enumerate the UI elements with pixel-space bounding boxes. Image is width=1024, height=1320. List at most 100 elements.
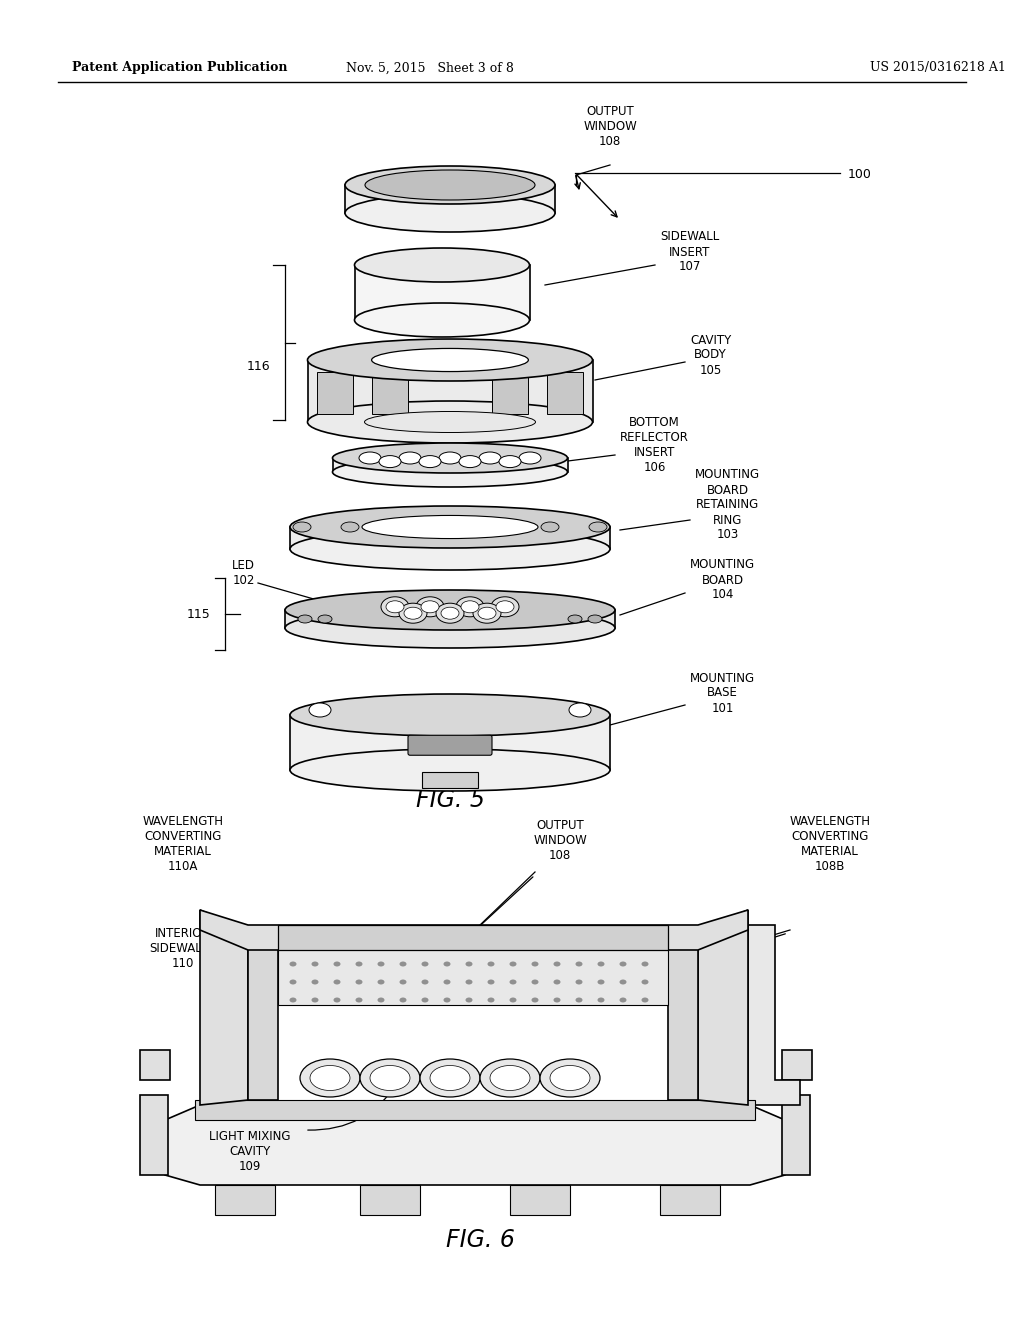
- Polygon shape: [492, 372, 528, 414]
- Polygon shape: [195, 1100, 755, 1119]
- Text: INTERIOR
SIDEWALLS
110: INTERIOR SIDEWALLS 110: [150, 927, 216, 970]
- Polygon shape: [278, 925, 668, 950]
- Ellipse shape: [345, 194, 555, 232]
- Ellipse shape: [620, 944, 627, 949]
- Ellipse shape: [379, 455, 401, 467]
- Ellipse shape: [441, 607, 459, 619]
- Ellipse shape: [370, 1065, 410, 1090]
- Ellipse shape: [290, 748, 610, 791]
- Ellipse shape: [473, 603, 501, 623]
- Ellipse shape: [334, 998, 341, 1002]
- Ellipse shape: [422, 944, 428, 949]
- Ellipse shape: [461, 601, 479, 612]
- Text: 100: 100: [848, 169, 871, 181]
- Polygon shape: [215, 1185, 275, 1214]
- Ellipse shape: [459, 455, 481, 467]
- Polygon shape: [285, 610, 615, 628]
- Ellipse shape: [510, 961, 516, 966]
- Ellipse shape: [480, 1059, 540, 1097]
- Polygon shape: [360, 1185, 420, 1214]
- Polygon shape: [200, 909, 748, 950]
- Polygon shape: [317, 372, 353, 414]
- Ellipse shape: [575, 998, 583, 1002]
- Ellipse shape: [496, 601, 514, 612]
- Polygon shape: [165, 1105, 785, 1185]
- Ellipse shape: [378, 998, 384, 1002]
- Polygon shape: [782, 1049, 812, 1080]
- Polygon shape: [748, 925, 800, 1105]
- Polygon shape: [290, 715, 610, 770]
- Ellipse shape: [311, 998, 318, 1002]
- Ellipse shape: [510, 979, 516, 985]
- Ellipse shape: [298, 615, 312, 623]
- Ellipse shape: [620, 979, 627, 985]
- Ellipse shape: [554, 998, 560, 1002]
- Ellipse shape: [554, 979, 560, 985]
- Text: OUTPUT
WINDOW
108: OUTPUT WINDOW 108: [583, 106, 637, 148]
- Ellipse shape: [487, 979, 495, 985]
- Polygon shape: [290, 527, 610, 549]
- Ellipse shape: [399, 998, 407, 1002]
- Ellipse shape: [499, 455, 521, 467]
- Ellipse shape: [531, 944, 539, 949]
- Polygon shape: [140, 1096, 168, 1175]
- Ellipse shape: [345, 166, 555, 205]
- Ellipse shape: [309, 704, 331, 717]
- Ellipse shape: [419, 455, 441, 467]
- Ellipse shape: [362, 515, 538, 539]
- Ellipse shape: [404, 607, 422, 619]
- Text: Patent Application Publication: Patent Application Publication: [72, 62, 288, 74]
- Ellipse shape: [310, 1065, 350, 1090]
- Text: MOUNTING
BASE
101: MOUNTING BASE 101: [690, 672, 755, 714]
- Ellipse shape: [290, 944, 297, 949]
- Ellipse shape: [307, 401, 593, 444]
- Ellipse shape: [290, 528, 610, 570]
- Ellipse shape: [597, 979, 604, 985]
- Ellipse shape: [487, 998, 495, 1002]
- Ellipse shape: [290, 694, 610, 737]
- Ellipse shape: [466, 979, 472, 985]
- Ellipse shape: [365, 412, 536, 433]
- Ellipse shape: [399, 979, 407, 985]
- Text: OUTPUT
WINDOW
108: OUTPUT WINDOW 108: [534, 818, 587, 862]
- Polygon shape: [333, 458, 567, 473]
- Polygon shape: [354, 265, 529, 319]
- Text: MOUNTING
BOARD
RETAINING
RING
103: MOUNTING BOARD RETAINING RING 103: [695, 469, 760, 541]
- Ellipse shape: [311, 979, 318, 985]
- Polygon shape: [668, 931, 698, 1100]
- Ellipse shape: [399, 944, 407, 949]
- Polygon shape: [547, 372, 583, 414]
- Ellipse shape: [359, 451, 381, 465]
- Ellipse shape: [443, 944, 451, 949]
- Ellipse shape: [293, 521, 311, 532]
- Text: 116: 116: [247, 360, 270, 374]
- Polygon shape: [660, 1185, 720, 1214]
- Ellipse shape: [575, 979, 583, 985]
- Ellipse shape: [436, 603, 464, 623]
- Polygon shape: [248, 931, 278, 1100]
- Ellipse shape: [620, 961, 627, 966]
- Ellipse shape: [354, 304, 529, 337]
- Ellipse shape: [334, 944, 341, 949]
- Ellipse shape: [355, 979, 362, 985]
- Polygon shape: [372, 372, 408, 414]
- Ellipse shape: [510, 944, 516, 949]
- Ellipse shape: [456, 597, 484, 616]
- Ellipse shape: [466, 961, 472, 966]
- Text: LIGHT MIXING
CAVITY
109: LIGHT MIXING CAVITY 109: [209, 1130, 291, 1173]
- Ellipse shape: [360, 1059, 420, 1097]
- Ellipse shape: [290, 961, 297, 966]
- Ellipse shape: [443, 998, 451, 1002]
- Text: US 2015/0316218 A1: US 2015/0316218 A1: [870, 62, 1006, 74]
- Ellipse shape: [519, 451, 541, 465]
- Polygon shape: [140, 1049, 170, 1080]
- Ellipse shape: [620, 998, 627, 1002]
- Ellipse shape: [421, 601, 439, 612]
- Ellipse shape: [479, 451, 501, 465]
- Text: MOUNTING
BOARD
104: MOUNTING BOARD 104: [690, 558, 755, 602]
- Ellipse shape: [597, 961, 604, 966]
- Ellipse shape: [386, 601, 404, 612]
- Text: WAVELENGTH
CONVERTING
MATERIAL
108B: WAVELENGTH CONVERTING MATERIAL 108B: [790, 814, 870, 873]
- Polygon shape: [698, 909, 748, 1105]
- Ellipse shape: [641, 944, 648, 949]
